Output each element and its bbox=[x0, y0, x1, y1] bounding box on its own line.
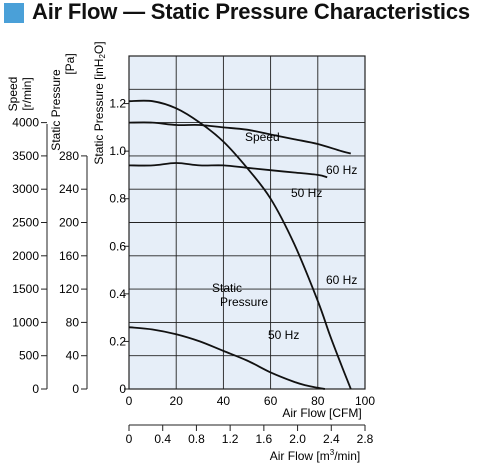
pa-tick-label: 280 bbox=[59, 149, 79, 163]
secondary-x-tick-label: 2.4 bbox=[323, 432, 340, 446]
y-tick-label: 0.6 bbox=[109, 239, 126, 253]
secondary-x-tick-label: 1.2 bbox=[222, 432, 239, 446]
annotation-speed-50hz: 50 Hz bbox=[291, 186, 322, 200]
curve-speed-60-hz bbox=[128, 121, 352, 155]
y-tick-label: 0.4 bbox=[109, 287, 126, 301]
x-tick-label: 100 bbox=[355, 394, 375, 408]
x-tick-label: 60 bbox=[264, 394, 278, 408]
pa-tick-label: 40 bbox=[66, 349, 80, 363]
speed-tick-label: 500 bbox=[19, 349, 39, 363]
x-tick-label: 0 bbox=[126, 394, 133, 408]
chart-title: Air Flow — Static Pressure Characteristi… bbox=[32, 0, 470, 24]
pa-tick-label: 0 bbox=[72, 382, 79, 396]
speed-tick-label: 4000 bbox=[12, 116, 39, 130]
speed-tick-label: 1000 bbox=[12, 315, 39, 329]
curve-static-pressure-50-hz bbox=[128, 326, 326, 390]
curve-static-pressure-60-hz bbox=[128, 99, 352, 390]
speed-tick-label: 2500 bbox=[12, 216, 39, 230]
y-tick-label: 0.2 bbox=[109, 334, 126, 348]
speed-axis-title-line2: [r/min] bbox=[20, 77, 34, 110]
speed-axis-title-line1: Speed bbox=[6, 77, 20, 112]
speed-tick-label: 0 bbox=[32, 382, 39, 396]
annotation-speed-60hz: 60 Hz bbox=[326, 163, 357, 177]
secondary-x-tick-label: 2.8 bbox=[357, 432, 374, 446]
pa-axis-title-line2: [Pa] bbox=[63, 53, 77, 74]
pa-tick-label: 200 bbox=[59, 216, 79, 230]
y-tick-label: 1.2 bbox=[109, 97, 126, 111]
secondary-x-tick-label: 2.0 bbox=[289, 432, 306, 446]
annotation-pressure-60hz: 60 Hz bbox=[326, 273, 357, 287]
title-bar: Air Flow — Static Pressure Characteristi… bbox=[0, 0, 504, 30]
secondary-x-tick-label: 0 bbox=[126, 432, 133, 446]
annotation-static-line2: Pressure bbox=[220, 295, 268, 309]
curves bbox=[128, 99, 352, 390]
title-marker bbox=[4, 3, 24, 23]
annotation-static-line1: Static bbox=[212, 281, 242, 295]
secondary-x-tick-label: 0.4 bbox=[154, 432, 171, 446]
secondary-x-ticks: 0 0.4 0.8 1.2 1.6 2.0 2.4 2.8 bbox=[126, 425, 374, 446]
pa-tick-label: 240 bbox=[59, 182, 79, 196]
pa-ticks: 0 40 80 120 160 200 240 280 bbox=[59, 149, 87, 396]
x-ticks: 0 20 40 60 80 100 bbox=[126, 394, 376, 408]
speed-ticks: 0 500 1000 1500 2000 2500 3000 3500 4000 bbox=[12, 116, 47, 396]
pa-tick-label: 80 bbox=[66, 315, 80, 329]
secondary-x-axis-title: Air Flow [m3/min] bbox=[270, 448, 360, 463]
speed-tick-label: 3000 bbox=[12, 182, 39, 196]
x-axis-title: Air Flow [CFM] bbox=[282, 406, 361, 420]
y-tick-label: 0.8 bbox=[109, 192, 126, 206]
y-tick-label: 0 bbox=[119, 382, 126, 396]
speed-tick-label: 1500 bbox=[12, 282, 39, 296]
speed-tick-label: 3500 bbox=[12, 149, 39, 163]
x-tick-label: 40 bbox=[217, 394, 231, 408]
annotation-speed: Speed bbox=[245, 130, 280, 144]
y-axis-title: Static Pressure [inH2O] bbox=[92, 41, 107, 164]
pa-tick-label: 120 bbox=[59, 282, 79, 296]
curve-speed-50-hz bbox=[128, 162, 328, 179]
pa-tick-label: 160 bbox=[59, 249, 79, 263]
pa-axis-title-line1: Static Pressure bbox=[49, 69, 63, 151]
x-tick-label: 80 bbox=[311, 394, 325, 408]
x-tick-label: 20 bbox=[170, 394, 184, 408]
secondary-x-tick-label: 0.8 bbox=[188, 432, 205, 446]
annotation-pressure-50hz: 50 Hz bbox=[268, 328, 299, 342]
secondary-x-tick-label: 1.6 bbox=[256, 432, 273, 446]
speed-tick-label: 2000 bbox=[12, 249, 39, 263]
y-tick-label: 1.0 bbox=[109, 144, 126, 158]
y-ticks: 0 0.2 0.4 0.6 0.8 1.0 1.2 bbox=[109, 97, 129, 396]
grid bbox=[129, 56, 365, 389]
